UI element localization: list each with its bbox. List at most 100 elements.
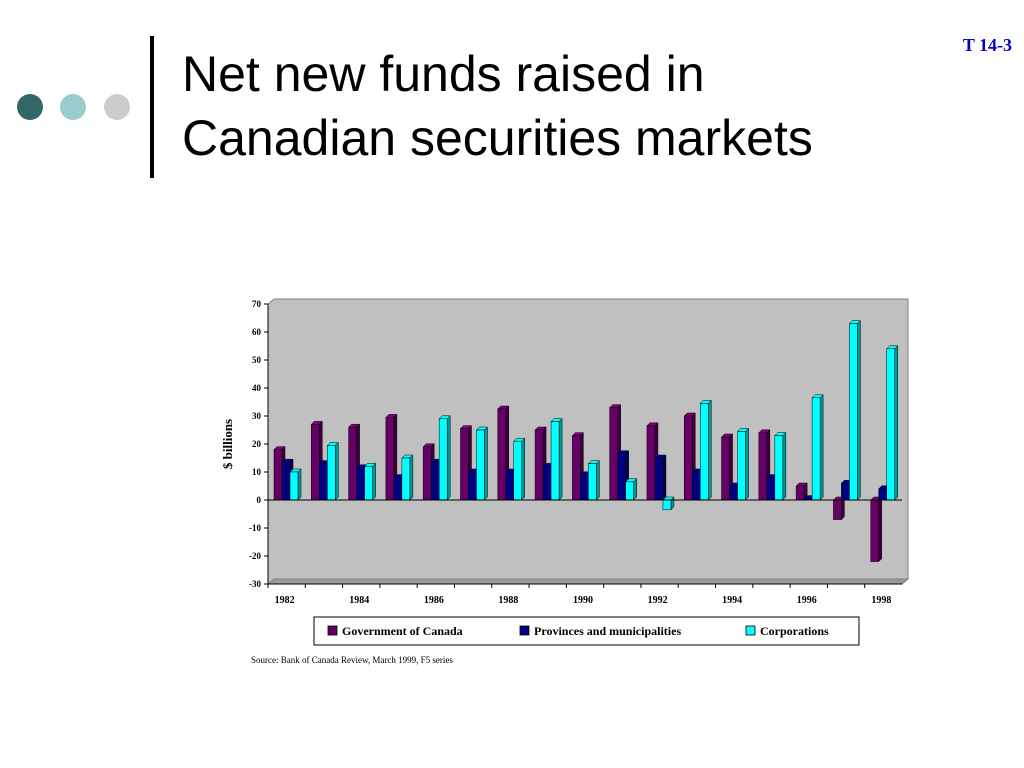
bar-provinces-and-municipalities-1984: [356, 467, 365, 501]
x-tick-label: 1996: [797, 595, 817, 606]
x-tick-label: 1984: [349, 595, 369, 606]
y-tick-label: 40: [252, 383, 262, 393]
bar-government-of-canada-1993: [683, 415, 693, 501]
bar-side: [372, 462, 376, 501]
bar-provinces-and-municipalities-1989: [542, 466, 552, 501]
legend-label: Government of Canada: [342, 624, 463, 638]
plot-floor: [266, 578, 910, 585]
legend-box: [313, 616, 860, 646]
bar-government-of-canada-1983: [311, 424, 320, 501]
bar-government-of-canada-1982: [273, 449, 283, 501]
bar-government-of-canada-1989: [534, 429, 544, 501]
bar-side: [297, 468, 302, 501]
y-tick-label: -30: [249, 579, 261, 589]
x-tick-label: 1988: [498, 595, 518, 606]
bar-government-of-canada-1994: [721, 436, 730, 501]
bar-provinces-and-municipalities-1982: [281, 461, 291, 501]
y-tick-label: 30: [252, 411, 262, 421]
legend-swatch: [745, 625, 756, 636]
decorative-dot-dark: [17, 94, 43, 120]
bar-side: [558, 417, 563, 501]
bar-provinces-and-municipalities-1990: [580, 474, 589, 501]
bar-corporations-1983: [327, 445, 336, 501]
decorative-dot-grey: [104, 94, 130, 120]
bar-side: [782, 431, 787, 501]
bar-side: [633, 478, 637, 501]
x-tick-label: 1994: [722, 595, 742, 606]
bar-side: [707, 399, 712, 501]
legend-swatch: [327, 625, 338, 636]
bar-provinces-and-municipalities-1991: [617, 453, 626, 501]
x-tick-label: 1990: [573, 595, 593, 606]
x-tick-label: 1992: [648, 595, 668, 606]
y-tick-label: -10: [249, 523, 261, 533]
bar-provinces-and-municipalities-1985: [393, 477, 403, 501]
legend-label: Provinces and municipalities: [534, 624, 681, 638]
title-divider: [150, 36, 154, 178]
bar-corporations-1990: [588, 463, 597, 501]
bar-corporations-1987: [476, 429, 485, 501]
bar-provinces-and-municipalities-1983: [319, 463, 328, 501]
slide-number: T 14-3: [962, 35, 1012, 55]
bar-corporations-1984: [364, 466, 373, 501]
bar-government-of-canada-1995: [758, 432, 768, 501]
bar-side: [857, 319, 861, 501]
bar-corporations-1991: [625, 481, 634, 501]
bar-side: [662, 454, 667, 501]
bar-side: [484, 426, 488, 501]
decorative-dot-light: [60, 94, 86, 120]
bar-corporations-1994: [737, 431, 746, 501]
bar-government-of-canada-1988: [497, 408, 507, 501]
bar-side: [446, 415, 451, 501]
bar-side: [596, 459, 600, 501]
y-tick-label: 60: [252, 327, 262, 337]
bar-corporations-1985: [401, 457, 411, 501]
source-note: Source: Bank of Canada Review, March 199…: [251, 655, 453, 665]
bar-corporations-1982: [289, 471, 299, 501]
y-tick-label: 0: [257, 495, 262, 505]
bar-side: [894, 345, 898, 501]
bar-government-of-canada-1996: [795, 485, 805, 501]
bar-government-of-canada-1991: [609, 407, 618, 501]
slide-title: Net new funds raised in Canadian securit…: [182, 46, 813, 166]
bar-corporations-1988: [513, 440, 523, 501]
bar-government-of-canada-1997: [833, 499, 842, 520]
bar-corporations-1997: [849, 323, 858, 501]
bar-government-of-canada-1984: [348, 426, 357, 501]
bar-provinces-and-municipalities-1995: [766, 477, 776, 501]
bar-government-of-canada-1986: [422, 446, 432, 501]
bar-side: [819, 394, 824, 501]
x-tick-label: 1998: [871, 595, 891, 606]
bar-corporations-1995: [774, 435, 784, 501]
bar-side: [745, 427, 749, 501]
bar-provinces-and-municipalities-1993: [691, 471, 701, 501]
bar-provinces-and-municipalities-1997: [841, 482, 850, 501]
y-tick-label: -20: [249, 551, 261, 561]
bar-government-of-canada-1992: [646, 425, 656, 501]
bar-corporations-1993: [699, 403, 709, 501]
y-axis-title: $ billions: [220, 419, 235, 469]
bar-side: [878, 496, 882, 563]
y-tick-label: 10: [252, 467, 262, 477]
bar-government-of-canada-1998: [870, 499, 879, 562]
bar-corporations-1998: [886, 348, 895, 501]
bar-government-of-canada-1987: [460, 428, 469, 501]
bar-provinces-and-municipalities-1998: [878, 488, 887, 501]
bar-side: [409, 454, 414, 501]
y-tick-label: 20: [252, 439, 262, 449]
bar-corporations-1996: [811, 397, 821, 501]
bar-provinces-and-municipalities-1994: [729, 485, 738, 501]
bar-provinces-and-municipalities-1992: [654, 457, 664, 501]
x-tick-label: 1982: [275, 595, 295, 606]
bar-side: [521, 437, 526, 501]
legend-swatch: [519, 625, 530, 636]
x-tick-label: 1986: [424, 595, 444, 606]
bar-side: [335, 441, 339, 501]
bar-government-of-canada-1990: [572, 435, 581, 501]
bar-corporations-1992: [662, 499, 672, 511]
bar-provinces-and-municipalities-1988: [505, 471, 515, 501]
y-tick-label: 50: [252, 355, 262, 365]
legend-label: Corporations: [760, 624, 829, 638]
bar-government-of-canada-1985: [385, 417, 395, 501]
